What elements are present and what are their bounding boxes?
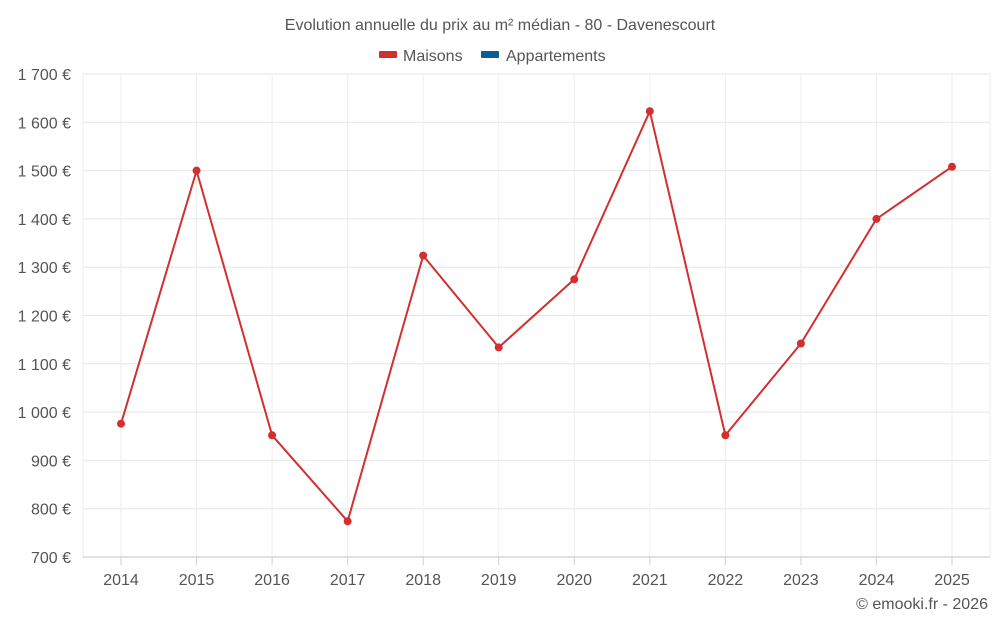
maisons-data-point[interactable] [645, 107, 654, 116]
legend-maisons-swatch[interactable] [379, 51, 397, 58]
legend: Maisons Appartements [379, 48, 606, 65]
grid-layer [82, 73, 991, 558]
maisons-data-point[interactable] [192, 166, 201, 175]
x-tick-label: 2023 [783, 572, 819, 589]
series-layer [120, 110, 953, 523]
chart-title: Evolution annuelle du prix au m² médian … [285, 17, 716, 34]
maisons-data-point[interactable] [872, 214, 881, 223]
x-tick-label: 2014 [103, 572, 139, 589]
y-tick-label: 1 500 € [18, 164, 71, 181]
x-tick-label: 2021 [632, 572, 668, 589]
x-tick-label: 2024 [859, 572, 895, 589]
x-tick-label: 2025 [934, 572, 970, 589]
maisons-data-point[interactable] [570, 275, 579, 284]
maisons-data-point[interactable] [721, 431, 730, 440]
maisons-data-point[interactable] [796, 339, 805, 348]
maisons-data-point[interactable] [948, 162, 956, 171]
copyright-credit: © emooki.fr - 2026 [856, 596, 988, 613]
legend-appartements-label[interactable]: Appartements [506, 48, 606, 65]
maisons-series-line [120, 110, 953, 523]
axis-layer: 700 € 800 € 900 € 1 000 € 1 100 € 1 200 € 1 30… [18, 67, 990, 589]
maisons-data-point[interactable] [494, 343, 503, 352]
y-tick-label: 900 € [31, 453, 71, 470]
points-layer [117, 107, 956, 526]
x-tick-label: 2022 [708, 572, 744, 589]
x-tick-label: 2015 [179, 572, 215, 589]
legend-appartements-swatch[interactable] [481, 51, 499, 58]
y-tick-label: 700 € [31, 550, 71, 567]
legend-maisons-label[interactable]: Maisons [403, 48, 463, 65]
x-tick-label: 2017 [330, 572, 366, 589]
y-tick-label: 800 € [31, 502, 71, 519]
x-tick-label: 2019 [481, 572, 517, 589]
y-tick-label: 1 300 € [18, 260, 71, 277]
y-tick-label: 1 600 € [18, 115, 71, 132]
y-tick-label: 1 200 € [18, 309, 71, 326]
y-tick-label: 1 100 € [18, 357, 71, 374]
x-tick-label: 2020 [556, 572, 592, 589]
y-tick-label: 1 700 € [18, 67, 71, 84]
maisons-data-point[interactable] [268, 431, 277, 440]
y-tick-label: 1 400 € [18, 212, 71, 229]
maisons-data-point[interactable] [343, 517, 352, 526]
x-tick-label: 2016 [254, 572, 290, 589]
maisons-data-point[interactable] [117, 419, 125, 428]
y-tick-label: 1 000 € [18, 405, 71, 422]
x-tick-label: 2018 [405, 572, 441, 589]
maisons-data-point[interactable] [419, 251, 428, 260]
